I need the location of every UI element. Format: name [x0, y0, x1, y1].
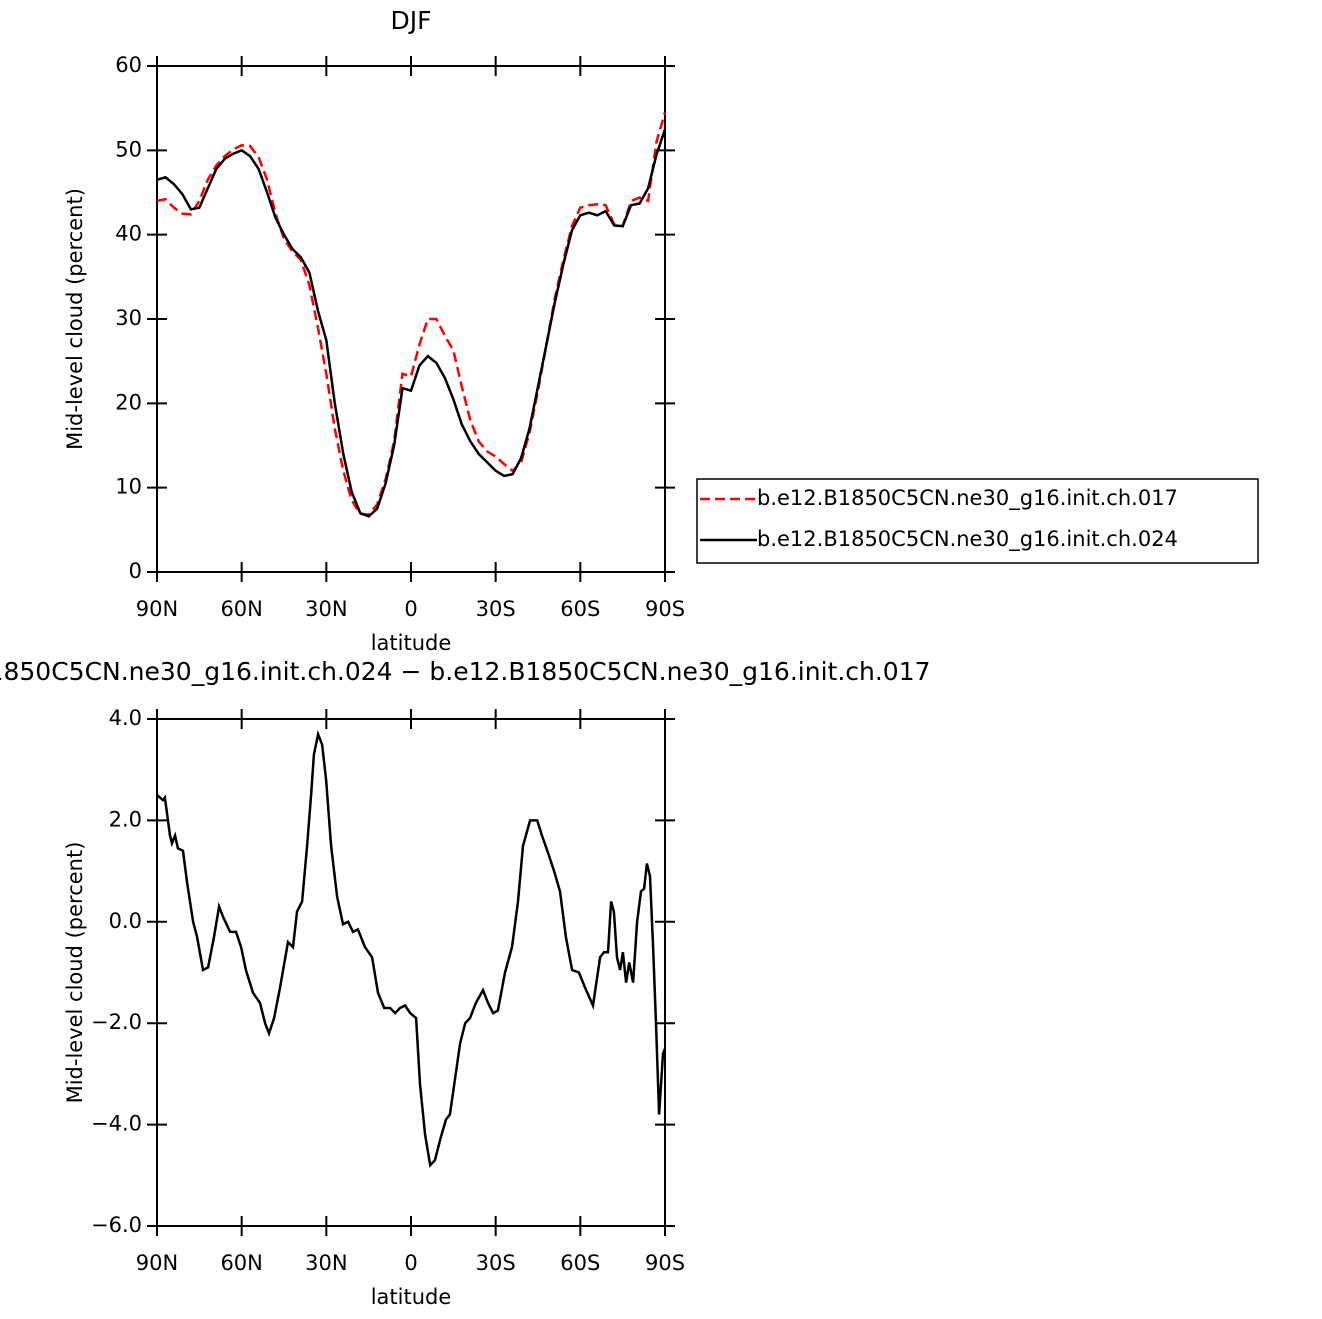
x-tick-label: 90S	[645, 1251, 685, 1275]
chart-title: b.e12.B1850C5CN.ne30_g16.init.ch.024 − b…	[0, 657, 931, 686]
x-tick-label: 60N	[220, 597, 262, 621]
y-tick-label: 0	[129, 559, 142, 583]
data-line	[156, 128, 667, 518]
plot-frame	[156, 65, 666, 573]
plot-frame	[156, 718, 666, 1227]
x-tick-label: 0	[404, 1251, 417, 1275]
x-tick-label: 90S	[645, 597, 685, 621]
y-tick-label: −6.0	[91, 1213, 142, 1237]
legend-box	[696, 478, 1259, 564]
x-tick-label: 90N	[136, 1251, 178, 1275]
y-tick-label: 30	[115, 306, 142, 330]
y-tick-label: −2.0	[91, 1010, 142, 1034]
y-tick-label: 40	[115, 222, 142, 246]
x-tick-label: 30N	[305, 597, 347, 621]
y-axis-label: Mid-level cloud (percent)	[63, 842, 87, 1104]
legend-label: b.e12.B1850C5CN.ne30_g16.init.ch.024	[757, 527, 1178, 552]
x-tick-label: 30S	[476, 1251, 516, 1275]
x-tick-label: 30S	[476, 597, 516, 621]
data-line	[156, 729, 667, 1168]
y-tick-label: 10	[115, 475, 142, 499]
x-tick-label: 60N	[220, 1251, 262, 1275]
x-tick-label: 60S	[560, 597, 600, 621]
y-tick-label: 0.0	[109, 909, 142, 933]
data-line	[156, 112, 667, 517]
y-tick-label: 50	[115, 137, 142, 161]
x-axis-label: latitude	[371, 1285, 452, 1309]
legend-label: b.e12.B1850C5CN.ne30_g16.init.ch.017	[757, 486, 1178, 511]
y-tick-label: 2.0	[109, 807, 142, 831]
x-tick-label: 60S	[560, 1251, 600, 1275]
y-tick-label: 20	[115, 390, 142, 414]
y-axis-label: Mid-level cloud (percent)	[63, 188, 87, 450]
y-tick-label: 60	[115, 53, 142, 77]
x-axis-label: latitude	[371, 631, 452, 655]
x-tick-label: 90N	[136, 597, 178, 621]
x-tick-label: 30N	[305, 1251, 347, 1275]
chart-title: DJF	[390, 6, 431, 35]
y-tick-label: 4.0	[109, 706, 142, 730]
x-tick-label: 0	[404, 597, 417, 621]
y-tick-label: −4.0	[91, 1112, 142, 1136]
